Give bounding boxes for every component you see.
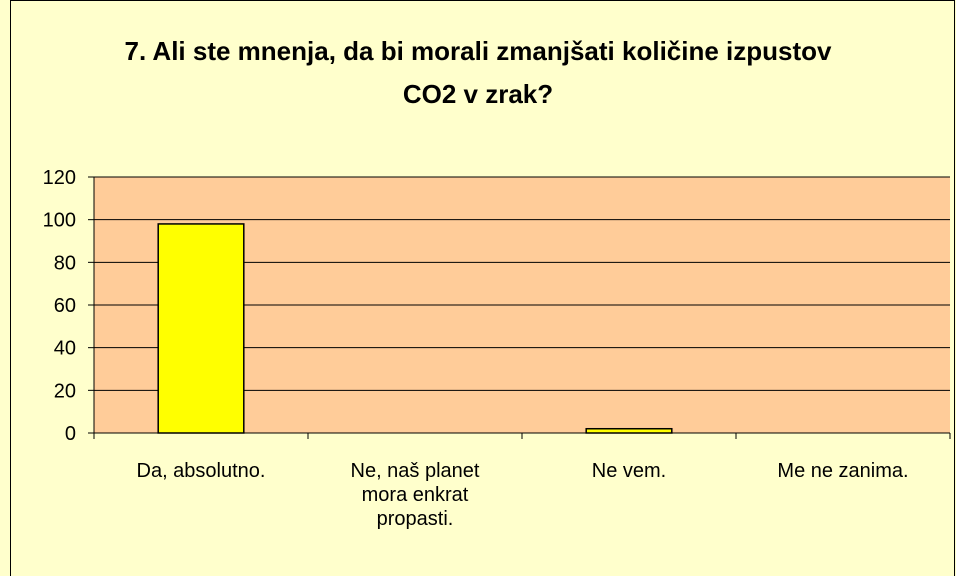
chart-title: 7. Ali ste mnenja, da bi morali zmanjšat… (124, 36, 832, 109)
y-tick-label: 20 (54, 380, 76, 402)
y-tick-label: 100 (43, 210, 76, 232)
x-tick-label: Me ne zanima. (777, 460, 909, 482)
title-box: 7. Ali ste mnenja, da bi morali zmanjšat… (124, 36, 832, 109)
y-tick-label: 60 (54, 295, 76, 317)
y-tick-label: 120 (43, 167, 76, 189)
y-tick-label: 40 (54, 338, 76, 360)
y-tick-label: 0 (65, 423, 76, 445)
bar (157, 223, 245, 434)
bar (585, 427, 673, 434)
x-tick-label: Ne vem. (591, 460, 667, 482)
x-tick-label: Da, absolutno. (136, 460, 266, 482)
x-tick-label: Ne, naš planet mora enkrat propasti. (350, 460, 480, 530)
y-tick-label: 80 (54, 252, 76, 274)
